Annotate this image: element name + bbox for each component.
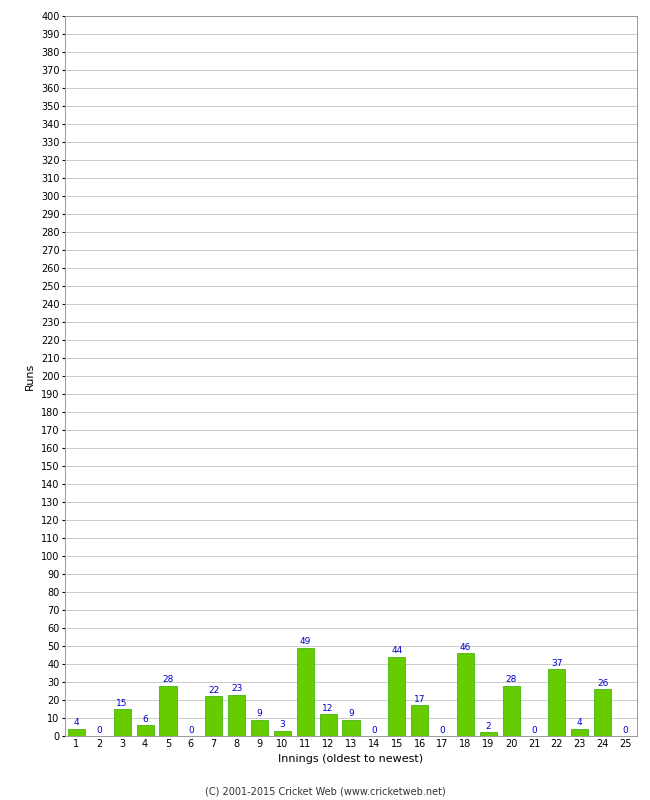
Text: 3: 3: [280, 720, 285, 729]
Bar: [480, 733, 497, 736]
Bar: [571, 729, 588, 736]
Bar: [343, 720, 359, 736]
Text: 9: 9: [257, 710, 263, 718]
Bar: [502, 686, 520, 736]
Text: 0: 0: [371, 726, 377, 734]
Text: 0: 0: [531, 726, 537, 734]
X-axis label: Innings (oldest to newest): Innings (oldest to newest): [278, 754, 424, 764]
Text: 0: 0: [96, 726, 102, 734]
Text: 46: 46: [460, 642, 471, 652]
Text: 12: 12: [322, 704, 334, 713]
Text: 49: 49: [300, 638, 311, 646]
Text: 22: 22: [208, 686, 219, 695]
Text: 4: 4: [577, 718, 582, 727]
Text: 2: 2: [486, 722, 491, 731]
Bar: [274, 730, 291, 736]
Bar: [320, 714, 337, 736]
Text: 0: 0: [439, 726, 445, 734]
Bar: [205, 696, 222, 736]
Text: 23: 23: [231, 684, 242, 693]
Bar: [296, 648, 314, 736]
Bar: [549, 670, 566, 736]
Bar: [388, 657, 406, 736]
Text: 26: 26: [597, 678, 608, 688]
Bar: [114, 709, 131, 736]
Text: 44: 44: [391, 646, 402, 655]
Bar: [159, 686, 177, 736]
Y-axis label: Runs: Runs: [25, 362, 35, 390]
Bar: [228, 694, 245, 736]
Bar: [457, 653, 474, 736]
Text: 37: 37: [551, 659, 563, 668]
Text: 9: 9: [348, 710, 354, 718]
Bar: [68, 729, 85, 736]
Text: 4: 4: [73, 718, 79, 727]
Text: 28: 28: [506, 675, 517, 684]
Bar: [594, 690, 611, 736]
Bar: [136, 726, 153, 736]
Bar: [411, 706, 428, 736]
Text: 0: 0: [623, 726, 629, 734]
Text: 28: 28: [162, 675, 174, 684]
Text: 15: 15: [116, 698, 128, 707]
Text: 17: 17: [414, 695, 425, 704]
Text: 6: 6: [142, 714, 148, 724]
Text: 0: 0: [188, 726, 194, 734]
Bar: [251, 720, 268, 736]
Text: (C) 2001-2015 Cricket Web (www.cricketweb.net): (C) 2001-2015 Cricket Web (www.cricketwe…: [205, 786, 445, 796]
